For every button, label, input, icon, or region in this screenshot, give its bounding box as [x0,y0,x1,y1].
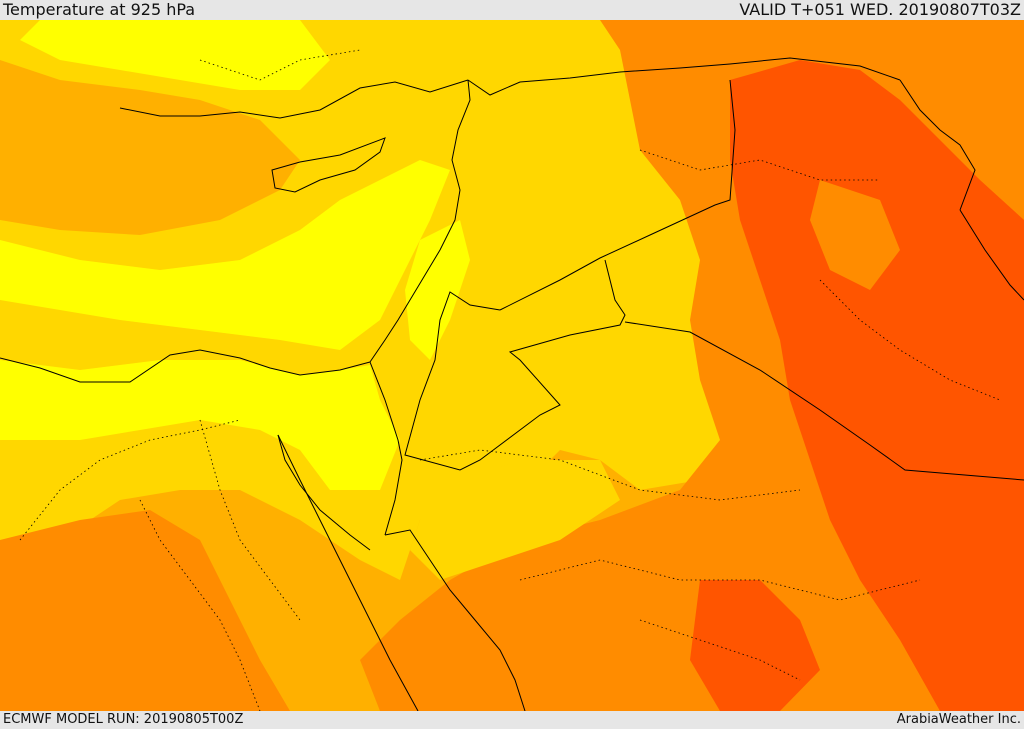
red-sea-coast-west [277,434,419,711]
sinai-israel-border [369,361,403,536]
dotted-border-5 [639,149,880,181]
map-title: Temperature at 925 hPa [3,0,196,19]
dotted-border-6 [199,49,361,81]
valid-time: VALID T+051 WED. 20190807T03Z [739,0,1021,19]
band-orange-patch [810,180,900,290]
iran-iraq-border [899,79,976,211]
persian-gulf-coast [959,209,1024,301]
syria-iraq-border [499,79,736,311]
band-yellow-sea [0,160,450,350]
dotted-border-3 [419,449,801,501]
credit: ArabiaWeather Inc. [896,712,1021,727]
turkey-syria-border [467,57,901,96]
country-borders [0,57,1024,711]
band-yellow-levant [405,220,470,360]
map-canvas [0,20,1024,711]
temperature-map [0,20,1024,711]
band-amber-med [0,60,300,235]
coast-levant [369,79,471,363]
band-red-south [690,580,820,711]
coast-egypt-med [0,349,371,383]
cyprus [271,137,386,193]
map-header: Temperature at 925 hPa VALID T+051 WED. … [0,0,1024,20]
dotted-border-9 [139,499,261,711]
dotted-border-8 [639,619,801,681]
gulf-of-suez [277,434,371,551]
dotted-border-2 [199,419,301,621]
band-red-iraq [730,60,1024,711]
model-run: ECMWF MODEL RUN: 20190805T00Z [3,712,244,727]
band-gold-saudi [410,460,620,580]
red-sea-coast-east [384,529,526,711]
coast-turkey [119,79,469,119]
band-yellow-north [20,20,330,90]
map-footer: ECMWF MODEL RUN: 20190805T00Z ArabiaWeat… [0,711,1024,729]
jordan-border [404,259,626,471]
band-orange-south [0,510,290,711]
province-borders [19,49,1001,711]
dotted-border-1 [19,419,241,541]
dotted-border-4 [519,559,921,601]
saudi-iraq-border [624,321,1024,481]
band-yellow-coast [0,360,400,490]
